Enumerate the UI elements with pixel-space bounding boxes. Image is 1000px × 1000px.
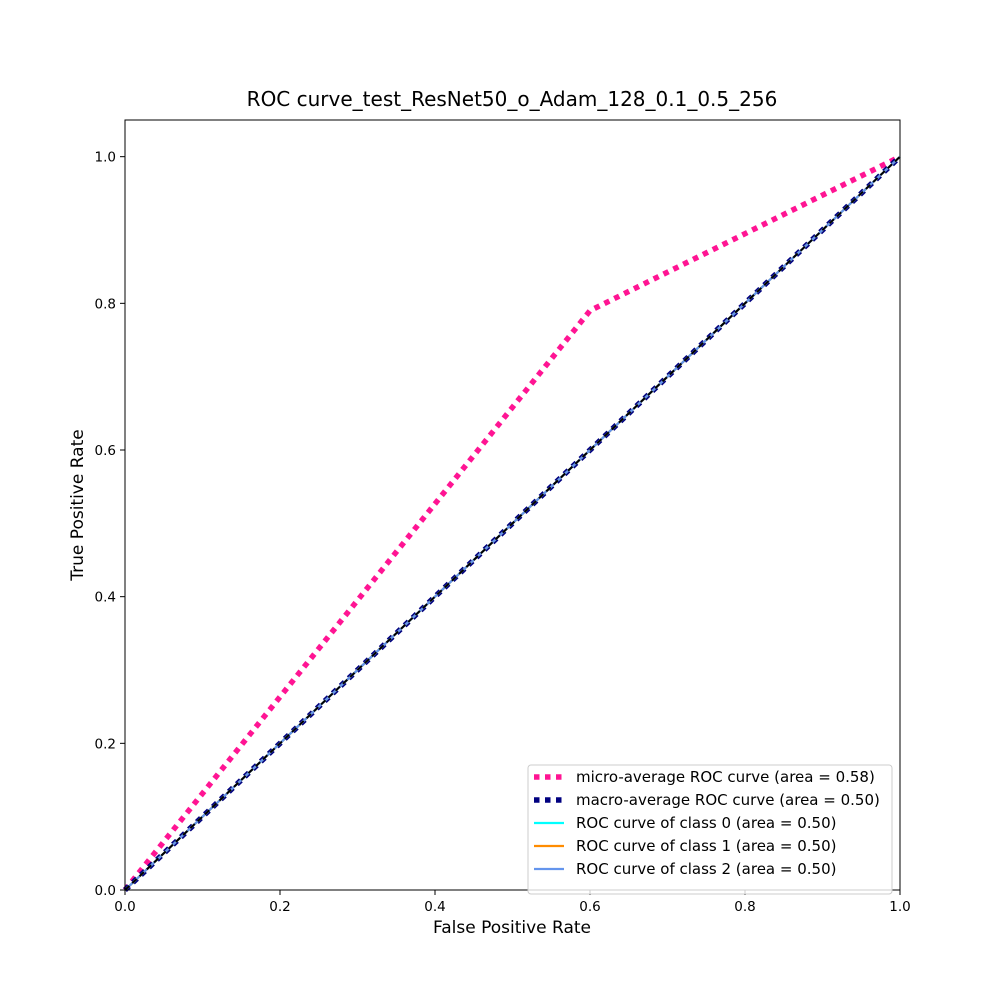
x-tick-label: 0.8	[734, 899, 755, 915]
x-axis-ticks: 0.0 0.2 0.4 0.6 0.8 1.0	[114, 890, 911, 915]
x-tick-label: 0.0	[114, 899, 135, 915]
legend-entry-label: ROC curve of class 1 (area = 0.50)	[576, 837, 836, 855]
legend-entry-label: micro-average ROC curve (area = 0.58)	[576, 768, 875, 786]
x-axis-label: False Positive Rate	[433, 918, 591, 938]
legend-box	[527, 764, 893, 895]
y-tick-label: 0.6	[95, 443, 116, 459]
series-line-5	[124, 155, 901, 891]
x-tick-label: 0.4	[424, 899, 445, 915]
y-tick-label: 1.0	[95, 150, 116, 166]
legend-entry-label: ROC curve of class 2 (area = 0.50)	[576, 860, 836, 878]
plot-lines	[122, 154, 902, 892]
legend-entry-label: ROC curve of class 0 (area = 0.50)	[576, 814, 836, 832]
y-axis-ticks: 0.0 0.2 0.4 0.6 0.8 1.0	[95, 150, 125, 899]
y-tick-label: 0.2	[95, 736, 116, 752]
chart-title: ROC curve_test_ResNet50_o_Adam_128_0.1_0…	[247, 87, 778, 111]
plot-frame	[124, 119, 901, 891]
y-tick-label: 0.0	[95, 883, 116, 899]
legend-entry-label: macro-average ROC curve (area = 0.50)	[576, 791, 880, 809]
x-tick-label: 1.0	[889, 899, 910, 915]
x-tick-label: 0.6	[579, 899, 600, 915]
x-tick-label: 0.2	[269, 899, 290, 915]
y-tick-label: 0.4	[95, 590, 116, 606]
legend: micro-average ROC curve (area = 0.58) mac…	[527, 764, 893, 895]
y-tick-label: 0.8	[95, 296, 116, 312]
y-axis-label: True Positive Rate	[68, 429, 88, 581]
